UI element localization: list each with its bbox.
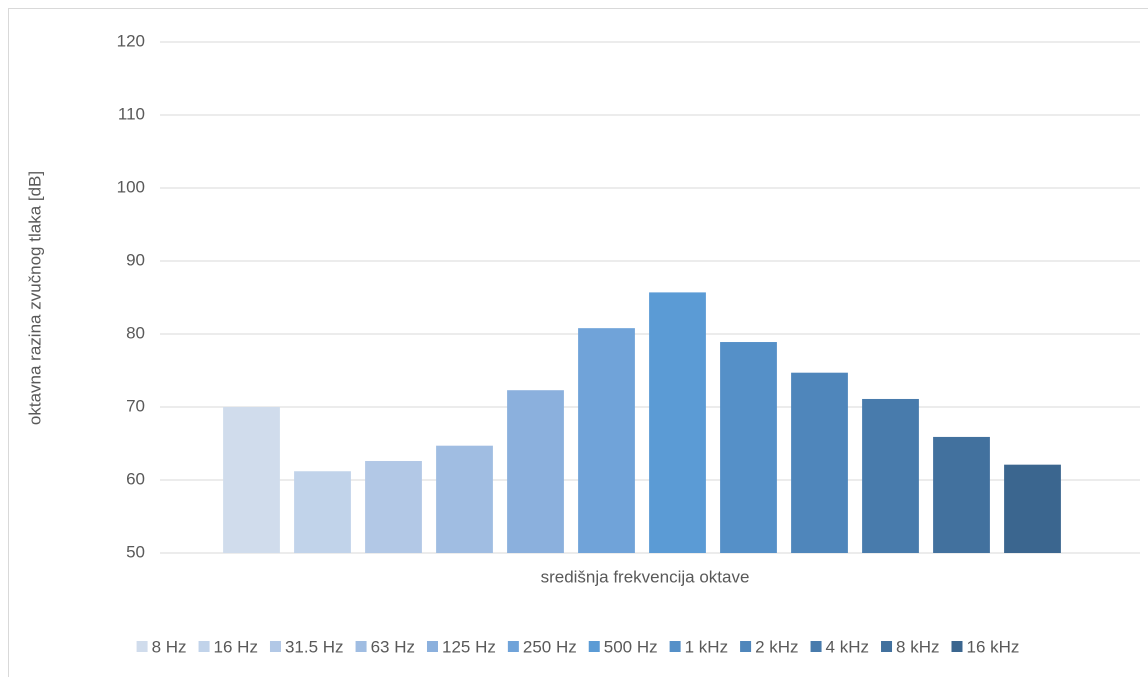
y-tick-label: 80 — [126, 323, 145, 342]
x-axis-title: središnja frekvencija oktave — [541, 567, 750, 586]
y-tick-label: 100 — [117, 177, 145, 196]
bar — [649, 292, 706, 553]
bar — [578, 328, 635, 553]
bar — [365, 461, 422, 553]
y-tick-label: 50 — [126, 542, 145, 561]
legend-swatch — [426, 641, 438, 652]
y-axis-title: oktavna razina zvučnog tlaka [dB] — [25, 171, 44, 425]
bar — [1004, 464, 1061, 553]
legend-label: 8 kHz — [896, 637, 939, 656]
legend-swatch — [507, 641, 519, 652]
y-tick-label: 60 — [126, 469, 145, 488]
legend-swatch — [740, 641, 752, 652]
legend-label: 2 kHz — [755, 637, 798, 656]
y-tick-label: 70 — [126, 396, 145, 415]
chart-border — [8, 8, 1148, 677]
legend-swatch — [810, 641, 822, 652]
legend-label: 125 Hz — [442, 637, 496, 656]
legend-label: 16 Hz — [214, 637, 258, 656]
legend-label: 1 kHz — [685, 637, 728, 656]
legend-swatch — [355, 641, 367, 652]
legend-label: 16 kHz — [966, 637, 1019, 656]
bar — [933, 436, 990, 553]
legend-swatch — [669, 641, 681, 652]
legend-swatch — [198, 641, 210, 652]
bar — [223, 407, 280, 553]
legend-swatch — [881, 641, 893, 652]
legend-label: 500 Hz — [604, 637, 658, 656]
legend-label: 31.5 Hz — [285, 637, 344, 656]
legend-label: 250 Hz — [523, 637, 577, 656]
bar — [791, 372, 848, 553]
legend-label: 63 Hz — [371, 637, 415, 656]
bar — [720, 342, 777, 553]
y-tick-label: 90 — [126, 250, 145, 269]
y-tick-label: 120 — [117, 31, 145, 50]
y-tick-label: 110 — [118, 104, 145, 123]
legend-swatch — [951, 641, 963, 652]
legend-label: 4 kHz — [826, 637, 869, 656]
legend-label: 8 Hz — [152, 637, 187, 656]
legend-swatch — [269, 641, 281, 652]
bar — [436, 445, 493, 553]
legend-swatch — [588, 641, 600, 652]
bar — [507, 390, 564, 553]
bar — [294, 471, 351, 553]
bar — [862, 398, 919, 553]
legend-swatch — [136, 641, 148, 652]
